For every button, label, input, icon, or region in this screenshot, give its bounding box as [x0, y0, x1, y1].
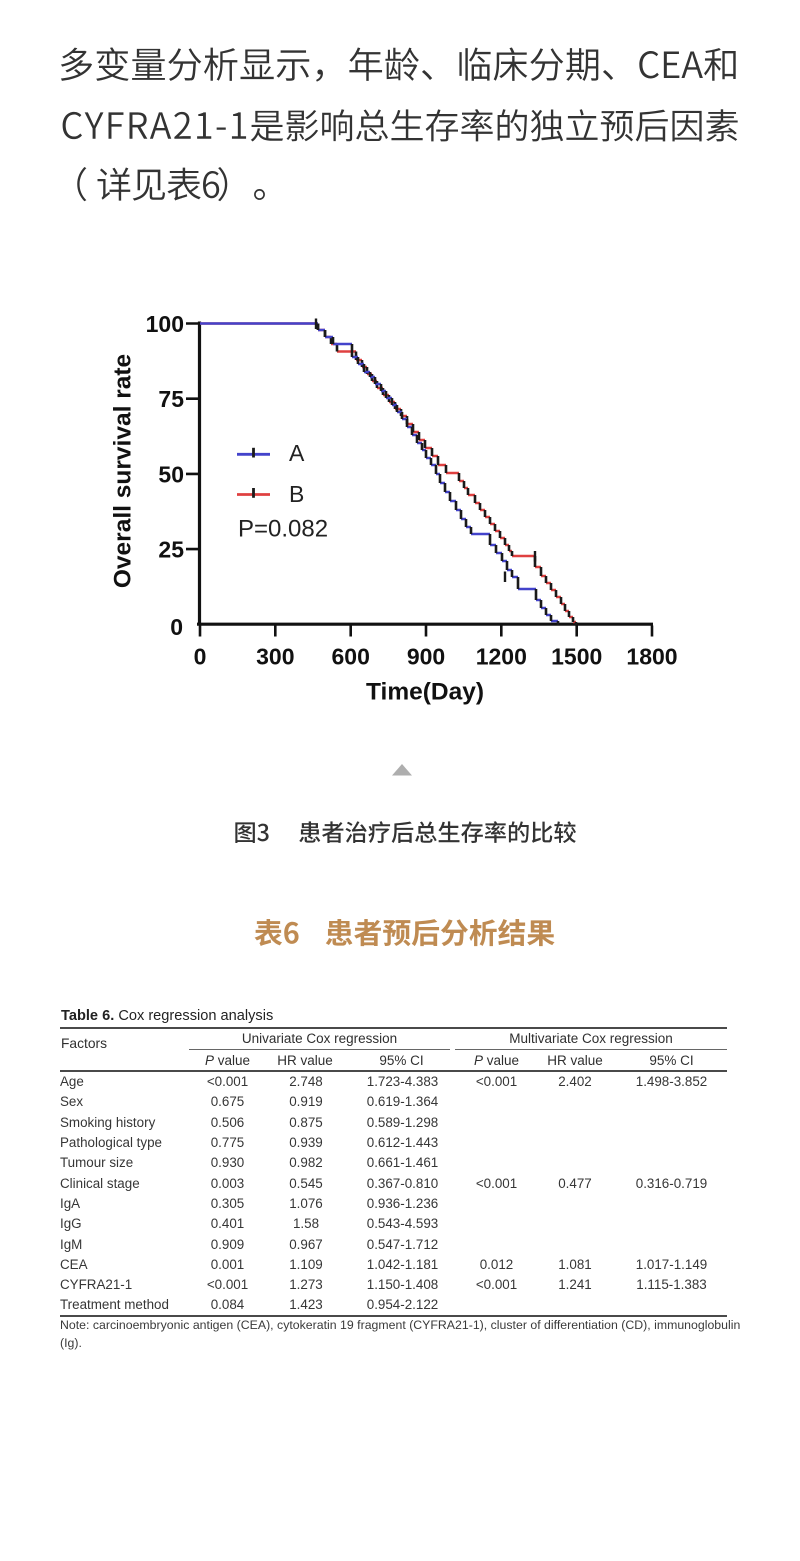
svg-text:0: 0: [194, 644, 207, 670]
svg-text:75: 75: [158, 386, 184, 412]
svg-text:600: 600: [332, 644, 370, 670]
svg-text:50: 50: [158, 461, 184, 487]
svg-text:A: A: [289, 440, 305, 466]
svg-text:1500: 1500: [551, 644, 602, 670]
svg-text:0: 0: [170, 614, 183, 640]
svg-text:P=0.082: P=0.082: [238, 516, 328, 543]
svg-text:25: 25: [158, 537, 184, 563]
svg-text:Time(Day): Time(Day): [366, 679, 484, 706]
svg-text:1200: 1200: [476, 644, 527, 670]
svg-text:Overall survival rate: Overall survival rate: [110, 354, 137, 588]
svg-text:100: 100: [146, 311, 184, 337]
svg-text:300: 300: [256, 644, 294, 670]
svg-text:900: 900: [407, 644, 445, 670]
svg-text:1800: 1800: [626, 644, 677, 670]
svg-text:B: B: [289, 481, 304, 507]
